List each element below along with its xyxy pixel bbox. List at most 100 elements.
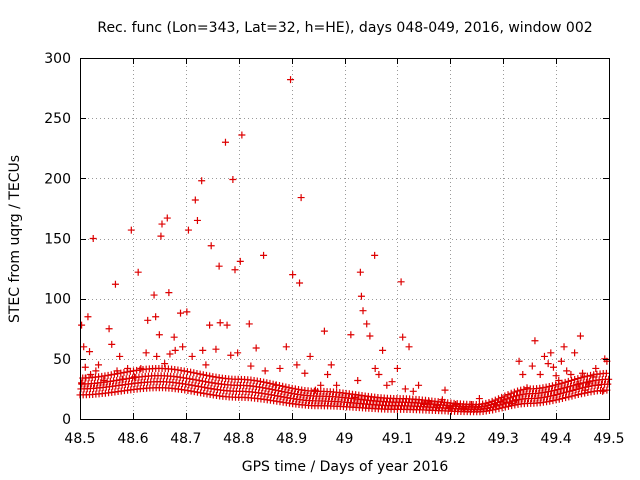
data-point	[415, 381, 423, 389]
data-point	[199, 371, 207, 379]
data-point	[579, 379, 587, 387]
data-point	[87, 370, 95, 378]
data-point	[263, 379, 271, 387]
data-point	[602, 369, 610, 377]
data-point	[191, 196, 199, 204]
data-point	[574, 391, 582, 399]
data-point	[216, 319, 224, 327]
data-point	[287, 76, 295, 84]
data-point	[558, 379, 566, 387]
data-point	[163, 214, 171, 222]
data-point	[301, 369, 309, 377]
data-point	[592, 364, 600, 372]
data-point	[575, 385, 583, 393]
data-point	[297, 194, 305, 202]
data-point	[393, 364, 401, 372]
data-point	[488, 397, 496, 405]
data-point	[152, 313, 160, 321]
data-point	[557, 385, 565, 393]
x-tick-label: 48.6	[117, 431, 148, 447]
data-point	[475, 395, 483, 403]
data-point	[275, 387, 283, 395]
data-point	[231, 266, 239, 274]
data-point	[238, 131, 246, 139]
data-point	[482, 399, 490, 407]
data-point	[605, 375, 613, 383]
data-point	[324, 370, 332, 378]
data-point	[586, 377, 594, 385]
data-point	[202, 361, 210, 369]
data-point	[252, 344, 260, 352]
data-point	[289, 271, 297, 279]
data-point	[266, 379, 274, 387]
data-point	[540, 352, 548, 360]
data-point	[513, 392, 521, 400]
data-point	[282, 383, 290, 391]
x-axis-label: GPS time / Days of year 2016	[242, 459, 449, 475]
data-point	[552, 381, 560, 389]
x-tick-label: 49.5	[593, 431, 624, 447]
data-point	[510, 388, 518, 396]
data-point	[587, 371, 595, 379]
data-point	[569, 386, 577, 394]
data-point	[558, 394, 566, 402]
data-point	[548, 387, 556, 395]
data-point	[405, 343, 413, 351]
data-points-layer	[76, 76, 613, 416]
data-point	[531, 337, 539, 345]
data-point	[333, 381, 341, 389]
data-point	[371, 364, 379, 372]
data-point	[183, 308, 191, 316]
data-point	[582, 383, 590, 391]
x-tick-label: 49.1	[382, 431, 413, 447]
data-point	[196, 370, 204, 378]
data-point	[177, 309, 185, 317]
data-point	[397, 278, 405, 286]
data-point	[571, 349, 579, 357]
data-point	[553, 391, 561, 399]
data-point	[279, 382, 287, 390]
data-point	[269, 380, 277, 388]
data-point	[578, 384, 586, 392]
data-point	[227, 351, 235, 359]
data-point	[327, 361, 335, 369]
data-point	[89, 235, 97, 242]
data-point	[547, 349, 555, 357]
data-point	[261, 367, 269, 375]
x-tick-label: 49.2	[435, 431, 466, 447]
data-point	[202, 371, 210, 379]
data-point	[347, 331, 355, 339]
data-point	[563, 388, 571, 396]
data-point	[512, 396, 520, 404]
data-point	[127, 226, 135, 234]
data-point	[111, 280, 119, 288]
data-point	[528, 362, 536, 370]
data-point	[207, 242, 215, 250]
data-point	[555, 395, 563, 403]
data-point	[501, 392, 509, 400]
data-point	[166, 350, 174, 358]
data-point	[206, 321, 214, 329]
data-point	[576, 380, 584, 388]
data-point	[84, 313, 92, 321]
data-point	[198, 177, 206, 185]
data-point	[366, 332, 374, 340]
data-point	[275, 382, 283, 390]
y-tick-label: 200	[44, 171, 71, 187]
data-point	[388, 378, 396, 386]
data-point	[78, 321, 86, 329]
data-point	[549, 363, 557, 371]
data-point	[212, 345, 220, 353]
data-point	[508, 402, 516, 410]
data-point	[504, 391, 512, 399]
data-point	[547, 392, 555, 400]
data-point	[375, 370, 383, 378]
data-point	[399, 333, 407, 341]
data-point	[479, 400, 487, 408]
data-point	[579, 369, 587, 377]
data-point	[379, 346, 387, 354]
data-point	[604, 380, 612, 388]
data-point	[296, 279, 304, 287]
x-tick-label: 48.8	[223, 431, 254, 447]
